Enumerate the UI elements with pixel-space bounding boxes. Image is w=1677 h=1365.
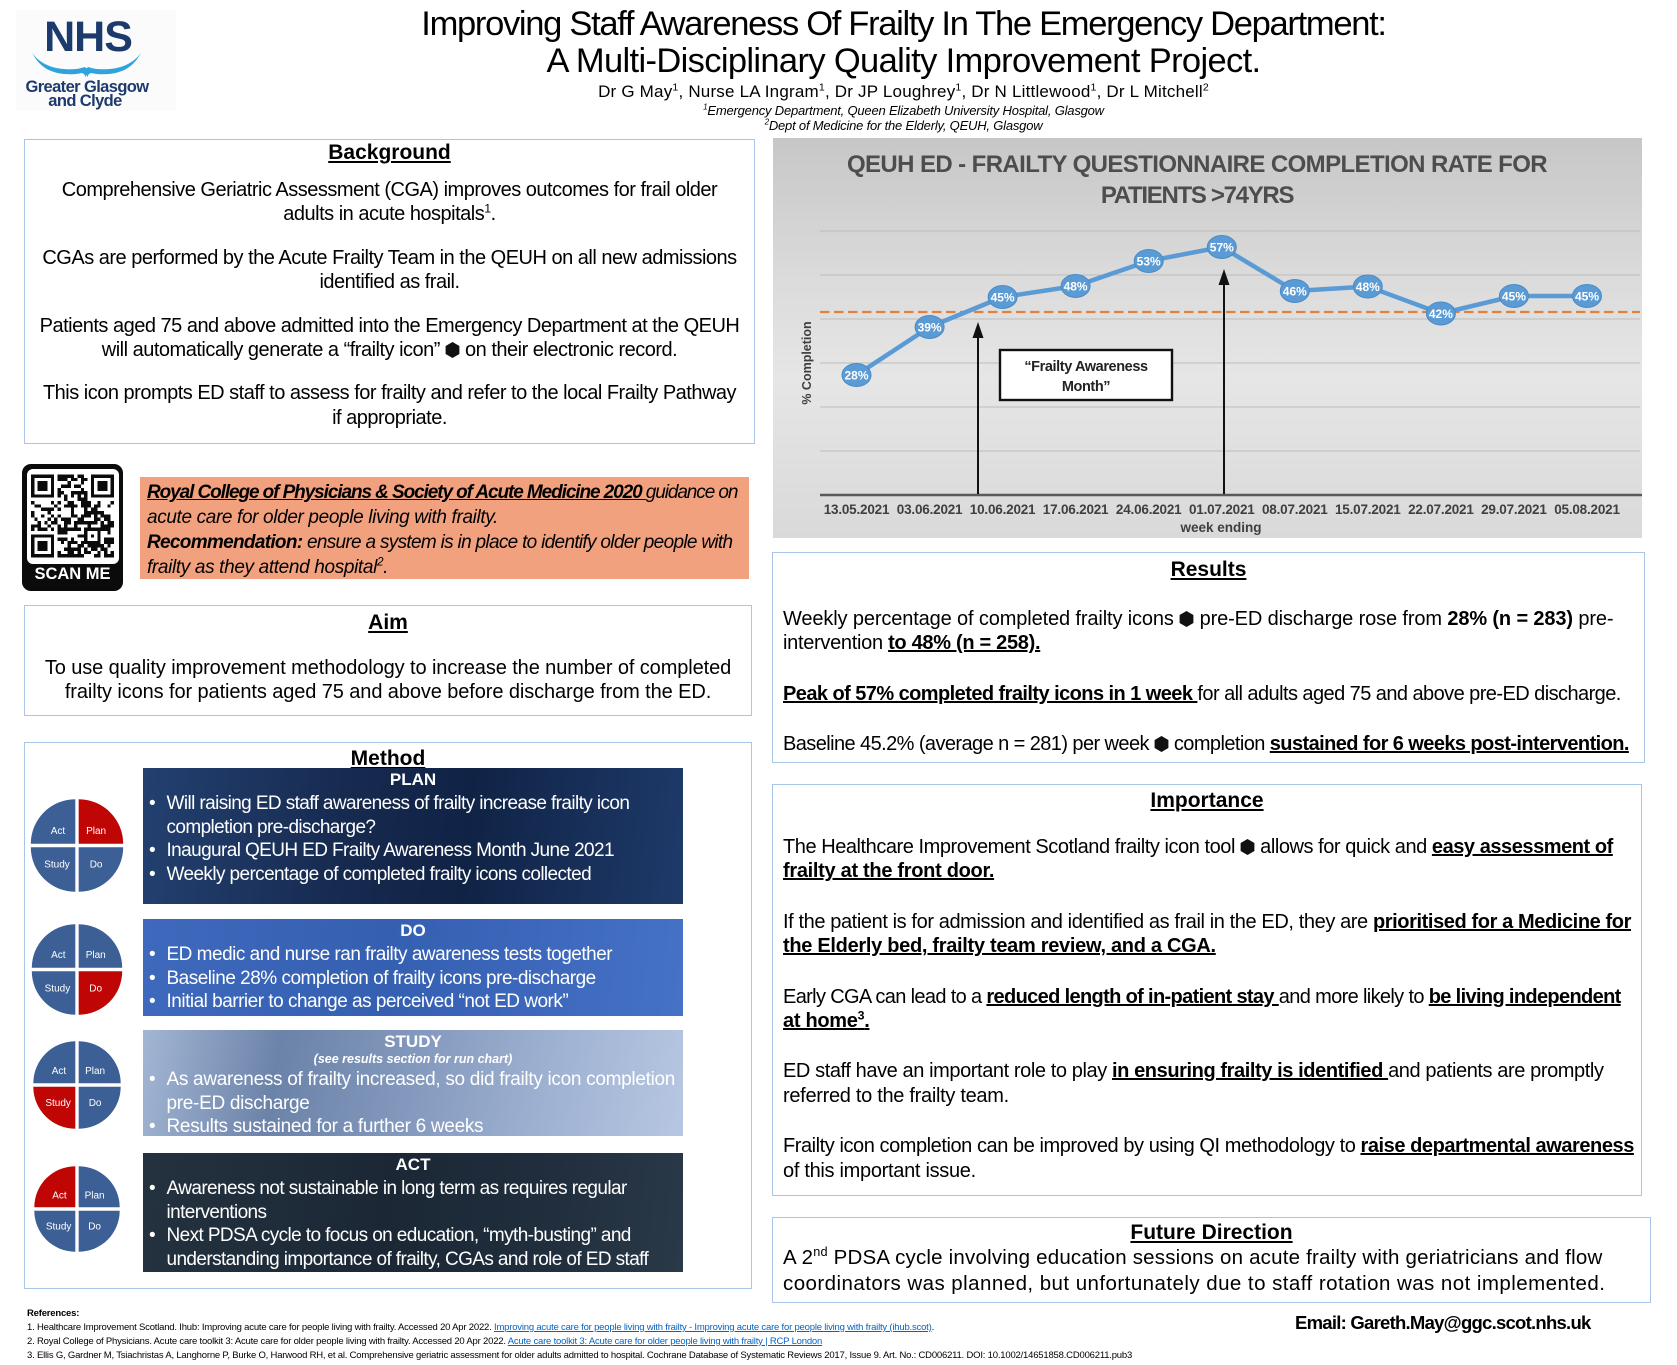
svg-text:22.07.2021: 22.07.2021 <box>1408 502 1474 517</box>
svg-text:45%: 45% <box>991 291 1015 305</box>
svg-text:Month”: Month” <box>1062 379 1110 395</box>
svg-text:45%: 45% <box>1575 290 1599 304</box>
svg-text:Study: Study <box>45 983 71 994</box>
svg-text:46%: 46% <box>1283 285 1307 299</box>
svg-text:08.07.2021: 08.07.2021 <box>1262 502 1328 517</box>
svg-text:Act: Act <box>51 950 66 961</box>
svg-text:48%: 48% <box>1356 280 1380 294</box>
svg-text:Do: Do <box>89 983 102 994</box>
svg-text:Act: Act <box>52 1190 67 1201</box>
svg-text:10.06.2021: 10.06.2021 <box>970 502 1036 517</box>
svg-text:24.06.2021: 24.06.2021 <box>1116 502 1182 517</box>
svg-text:Study: Study <box>44 860 70 871</box>
svg-text:28%: 28% <box>844 369 868 383</box>
svg-text:01.07.2021: 01.07.2021 <box>1189 502 1255 517</box>
svg-text:13.05.2021: 13.05.2021 <box>824 502 890 517</box>
svg-text:29.07.2021: 29.07.2021 <box>1481 502 1547 517</box>
svg-text:Study: Study <box>45 1098 71 1109</box>
svg-text:45%: 45% <box>1502 290 1526 304</box>
svg-text:Act: Act <box>52 1066 67 1077</box>
svg-text:and Clyde: and Clyde <box>48 92 122 110</box>
svg-text:05.08.2021: 05.08.2021 <box>1554 502 1620 517</box>
svg-text:Do: Do <box>90 860 103 871</box>
svg-text:57%: 57% <box>1210 241 1234 255</box>
svg-text:Do: Do <box>89 1098 102 1109</box>
svg-text:Plan: Plan <box>86 950 106 961</box>
svg-text:03.06.2021: 03.06.2021 <box>897 502 963 517</box>
svg-text:Act: Act <box>51 826 66 837</box>
svg-text:week ending: week ending <box>1179 520 1261 535</box>
svg-text:15.07.2021: 15.07.2021 <box>1335 502 1401 517</box>
svg-text:Plan: Plan <box>85 1190 105 1201</box>
svg-text:Plan: Plan <box>86 826 106 837</box>
svg-text:53%: 53% <box>1137 255 1161 269</box>
svg-text:Greater Glasgow: Greater Glasgow <box>25 78 149 96</box>
svg-text:Plan: Plan <box>85 1066 105 1077</box>
svg-text:“Frailty Awareness: “Frailty Awareness <box>1024 359 1148 375</box>
svg-text:NHS: NHS <box>44 13 132 61</box>
svg-text:42%: 42% <box>1429 307 1453 321</box>
svg-text:Study: Study <box>46 1222 72 1233</box>
svg-text:17.06.2021: 17.06.2021 <box>1043 502 1109 517</box>
svg-text:48%: 48% <box>1064 280 1088 294</box>
svg-text:% Completion: % Completion <box>800 321 814 404</box>
svg-text:PATIENTS >74YRS: PATIENTS >74YRS <box>1101 182 1295 209</box>
svg-text:39%: 39% <box>918 321 942 335</box>
svg-text:Do: Do <box>88 1222 101 1233</box>
svg-text:QEUH ED - FRAILTY QUESTIONNAIR: QEUH ED - FRAILTY QUESTIONNAIRE COMPLETI… <box>847 151 1547 178</box>
